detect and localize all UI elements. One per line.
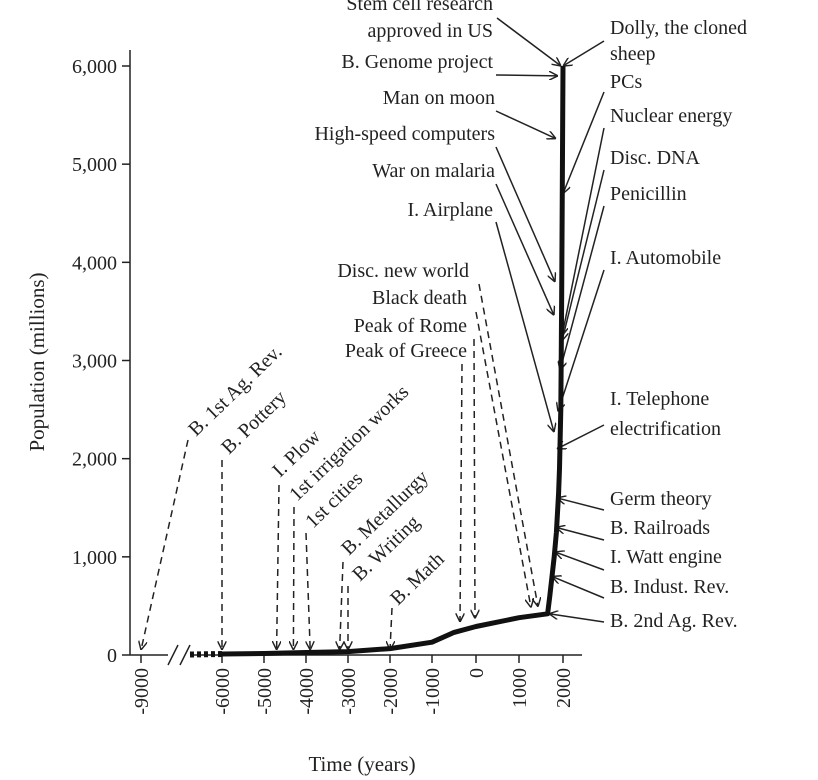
label-i-watt-engine: I. Watt engine [610,546,722,568]
leader-b-railroads [556,527,605,541]
label-dolly-the-cloned-sheep-line-2: sheep [610,43,656,65]
y-axis-label: Population (millions) [25,272,49,451]
x-tick-label: 2000 [553,668,575,708]
x-tick-label: -9000 [131,668,153,715]
label-disc-dna: Disc. DNA [610,147,701,169]
label-penicillin: Penicillin [610,183,687,205]
x-tick-label: -6000 [212,668,234,715]
label-b-genome-project: B. Genome project [341,51,493,73]
label-i-automobile: I. Automobile [610,247,721,269]
leader-high-speed-computers [495,146,555,282]
leader-b-indust-rev [552,576,605,599]
x-axis-ticks: -9000 -6000 -5000 -4000 -3000 -2000 -1000 0 1000… [131,655,575,715]
label-man-on-moon: Man on moon [383,87,495,109]
leader-peak-of-rome [474,338,475,619]
label-germ-theory: Germ theory [610,488,712,510]
label-i-airplane: I. Airplane [407,199,493,221]
label-black-death: Black death [372,287,467,309]
x-tick-label: -3000 [338,668,360,715]
label-b-2nd-ag-rev: B. 2nd Ag. Rev. [610,610,738,632]
leader-i-telephone-electrification [557,424,605,449]
y-tick-label: 6,000 [72,56,117,78]
label-b-math: B. Math [386,548,448,609]
leader-nuclear-energy [562,127,605,336]
leader-war-on-malaria [495,183,554,315]
x-axis-label: Time (years) [308,752,415,776]
leader-pcs [563,91,605,194]
label-disc-new-world: Disc. new world [337,260,469,282]
axis-break-mark [167,644,191,666]
x-tick-label: -1000 [422,668,444,715]
leader-i-plow [277,484,279,650]
leader-b-1st-ag-rev [141,439,189,650]
label-b-railroads: B. Railroads [610,517,710,539]
leader-i-watt-engine [555,552,605,571]
label-stem-cell-research-approved-in-us-line-2: approved in US [367,20,493,42]
leader-dolly-the-cloned-sheep [563,40,605,66]
label-peak-of-greece: Peak of Greece [345,340,467,362]
leader-disc-new-world [478,283,538,607]
leader-i-automobile [558,269,605,412]
y-tick-label: 5,000 [72,154,117,176]
y-tick-label: 4,000 [72,252,117,274]
leader-peak-of-greece [460,363,462,622]
leader-penicillin [560,205,605,370]
leader-stem-cell-research-approved-in-us [496,17,561,66]
leader-1st-cities [305,532,310,650]
y-tick-label: 0 [107,645,117,667]
leader-b-metallurgy [340,561,343,650]
leader-b-math [390,607,392,650]
x-tick-label: -5000 [254,668,276,715]
series-layer [189,65,566,658]
leader-black-death [475,311,531,608]
y-tick-label: 1,000 [72,547,117,569]
leader-b-genome-project [495,75,558,76]
leader-germ-theory [557,498,605,511]
leader-disc-dna [562,169,605,341]
x-tick-label: -4000 [296,668,318,715]
label-b-indust-rev: B. Indust. Rev. [610,576,729,598]
label-stem-cell-research-approved-in-us-line-1: Stem cell research [346,0,493,15]
label-pcs: PCs [610,71,642,93]
leader-b-2nd-ag-rev [549,614,605,623]
label-war-on-malaria: War on malaria [372,160,495,182]
label-dolly-the-cloned-sheep-line-1: Dolly, the cloned [610,17,747,39]
label-high-speed-computers: High-speed computers [314,123,495,145]
label-peak-of-rome: Peak of Rome [354,315,467,337]
label-nuclear-energy: Nuclear energy [610,105,732,127]
x-tick-label: -2000 [380,668,402,715]
y-axis-ticks: 0 1,000 2,000 3,000 4,000 5,000 6,000 [72,56,130,667]
series-population-line [221,65,566,657]
x-tick-label: 0 [466,668,488,678]
annotation-leaders [141,17,605,650]
y-tick-label: 3,000 [72,351,117,373]
y-tick-label: 2,000 [72,449,117,471]
x-tick-label: 1000 [509,668,531,708]
leader-1st-irrigation-works [293,506,294,650]
leader-i-airplane [495,221,554,432]
leader-man-on-moon [495,110,556,139]
label-i-telephone-electrification-line-1: I. Telephone [610,388,709,410]
label-i-telephone-electrification-line-2: electrification [610,418,721,440]
